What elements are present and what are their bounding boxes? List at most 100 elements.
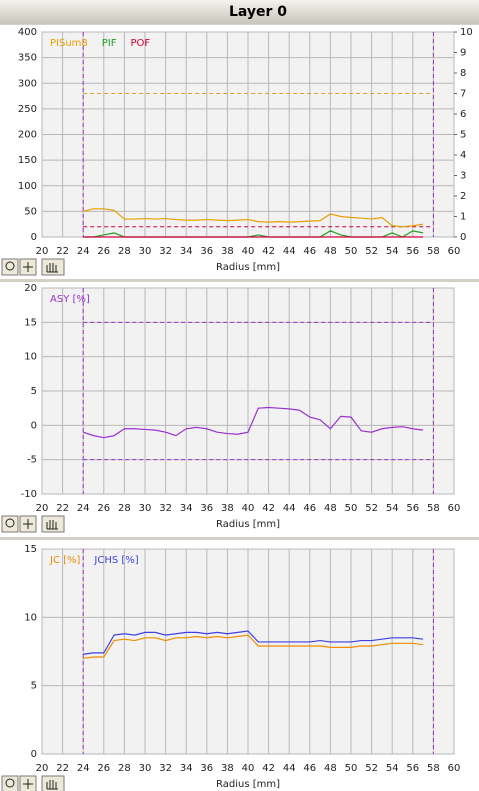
x-tick-label: 24 (77, 763, 90, 774)
data-line (83, 634, 424, 659)
x-tick-label: 28 (118, 503, 131, 514)
x-tick-label: 34 (180, 503, 193, 514)
x-tick-label: 36 (200, 246, 213, 257)
y-tick-label: 350 (18, 53, 37, 64)
zoom-button[interactable] (1, 775, 19, 791)
x-tick-label: 30 (139, 246, 152, 257)
x-tick-label: 44 (283, 503, 296, 514)
zoom-button[interactable] (1, 258, 19, 276)
x-tick-label: 46 (303, 246, 316, 257)
x-tick-label: 48 (324, 763, 337, 774)
x-tick-label: 34 (180, 246, 193, 257)
y-tick-label: -5 (27, 455, 37, 466)
x-tick-label: 54 (386, 763, 399, 774)
x-tick-label: 30 (139, 763, 152, 774)
y-tick-label: 0 (31, 749, 37, 760)
y-tick-label: -10 (21, 489, 37, 500)
y-tick-label: 5 (31, 681, 37, 692)
y2-tick-label: 2 (460, 191, 466, 202)
crosshair-icon (23, 779, 33, 789)
x-tick-label: 44 (283, 246, 296, 257)
x-tick-label: 52 (365, 246, 378, 257)
x-tick-label: 32 (159, 503, 172, 514)
x-tick-label: 46 (303, 763, 316, 774)
x-tick-label: 48 (324, 503, 337, 514)
x-tick-label: 34 (180, 763, 193, 774)
legend-entry: JCHS [%] (93, 555, 138, 566)
x-tick-label: 42 (262, 246, 275, 257)
x-tick-label: 42 (262, 503, 275, 514)
legend-entry: POF (131, 38, 151, 49)
x-tick-label: 52 (365, 503, 378, 514)
x-tick-label: 20 (36, 246, 49, 257)
y2-tick-label: 1 (460, 212, 466, 223)
x-tick-label: 24 (77, 246, 90, 257)
y-tick-label: 50 (24, 206, 37, 217)
x-tick-label: 60 (448, 503, 461, 514)
y-tick-label: 250 (18, 104, 37, 115)
x-tick-label: 38 (221, 763, 234, 774)
x-tick-label: 56 (406, 246, 419, 257)
x-tick-label: 58 (427, 763, 440, 774)
y-tick-label: 100 (18, 181, 37, 192)
x-tick-label: 56 (406, 503, 419, 514)
legend-entry: ASY [%] (50, 294, 90, 305)
y2-tick-label: 4 (460, 150, 466, 161)
x-tick-label: 20 (36, 763, 49, 774)
data-line (83, 630, 424, 655)
x-tick-label: 40 (242, 246, 255, 257)
y-tick-label: 0 (31, 420, 37, 431)
x-tick-label: 48 (324, 246, 337, 257)
x-tick-label: 50 (345, 246, 358, 257)
y2-tick-label: 3 (460, 171, 466, 182)
x-tick-label: 60 (448, 246, 461, 257)
title-bar (0, 0, 479, 24)
y-tick-label: 200 (18, 130, 37, 141)
x-tick-label: 58 (427, 503, 440, 514)
y2-tick-label: 5 (460, 130, 466, 141)
legend-entry: PIF (102, 38, 117, 49)
x-tick-label: 50 (345, 763, 358, 774)
y2-tick-label: 6 (460, 109, 466, 120)
x-tick-label: 22 (56, 763, 69, 774)
crosshair-icon (23, 262, 33, 272)
x-tick-label: 32 (159, 246, 172, 257)
y-tick-label: 5 (31, 386, 37, 397)
x-axis-label: Radius [mm] (216, 779, 280, 790)
data-line (83, 406, 424, 439)
x-tick-label: 40 (242, 763, 255, 774)
x-tick-label: 32 (159, 763, 172, 774)
x-tick-label: 54 (386, 503, 399, 514)
x-tick-label: 44 (283, 763, 296, 774)
zoom-icon (5, 778, 15, 788)
y2-tick-label: 8 (460, 68, 466, 79)
x-tick-label: 30 (139, 503, 152, 514)
hand-icon (46, 780, 58, 790)
y-tick-label: 10 (24, 352, 37, 363)
zoom-button[interactable] (1, 515, 19, 533)
x-tick-label: 28 (118, 246, 131, 257)
x-tick-label: 20 (36, 503, 49, 514)
x-tick-label: 36 (200, 763, 213, 774)
x-tick-label: 26 (97, 503, 110, 514)
y-tick-label: 0 (31, 232, 37, 243)
x-tick-label: 42 (262, 763, 275, 774)
legend-entry: JC [%] (49, 555, 81, 566)
x-tick-label: 22 (56, 503, 69, 514)
x-tick-label: 26 (97, 246, 110, 257)
y2-tick-label: 10 (460, 27, 473, 38)
page-title: Layer 0 (229, 4, 287, 20)
y-tick-label: 300 (18, 78, 37, 89)
y-tick-label: 15 (24, 317, 37, 328)
x-tick-label: 52 (365, 763, 378, 774)
x-tick-label: 22 (56, 246, 69, 257)
y2-tick-label: 0 (460, 232, 466, 243)
y2-tick-label: 7 (460, 89, 466, 100)
x-tick-label: 60 (448, 763, 461, 774)
y-tick-label: 10 (24, 612, 37, 623)
y-tick-label: 20 (24, 283, 37, 294)
hand-icon (46, 263, 58, 273)
x-tick-label: 26 (97, 763, 110, 774)
